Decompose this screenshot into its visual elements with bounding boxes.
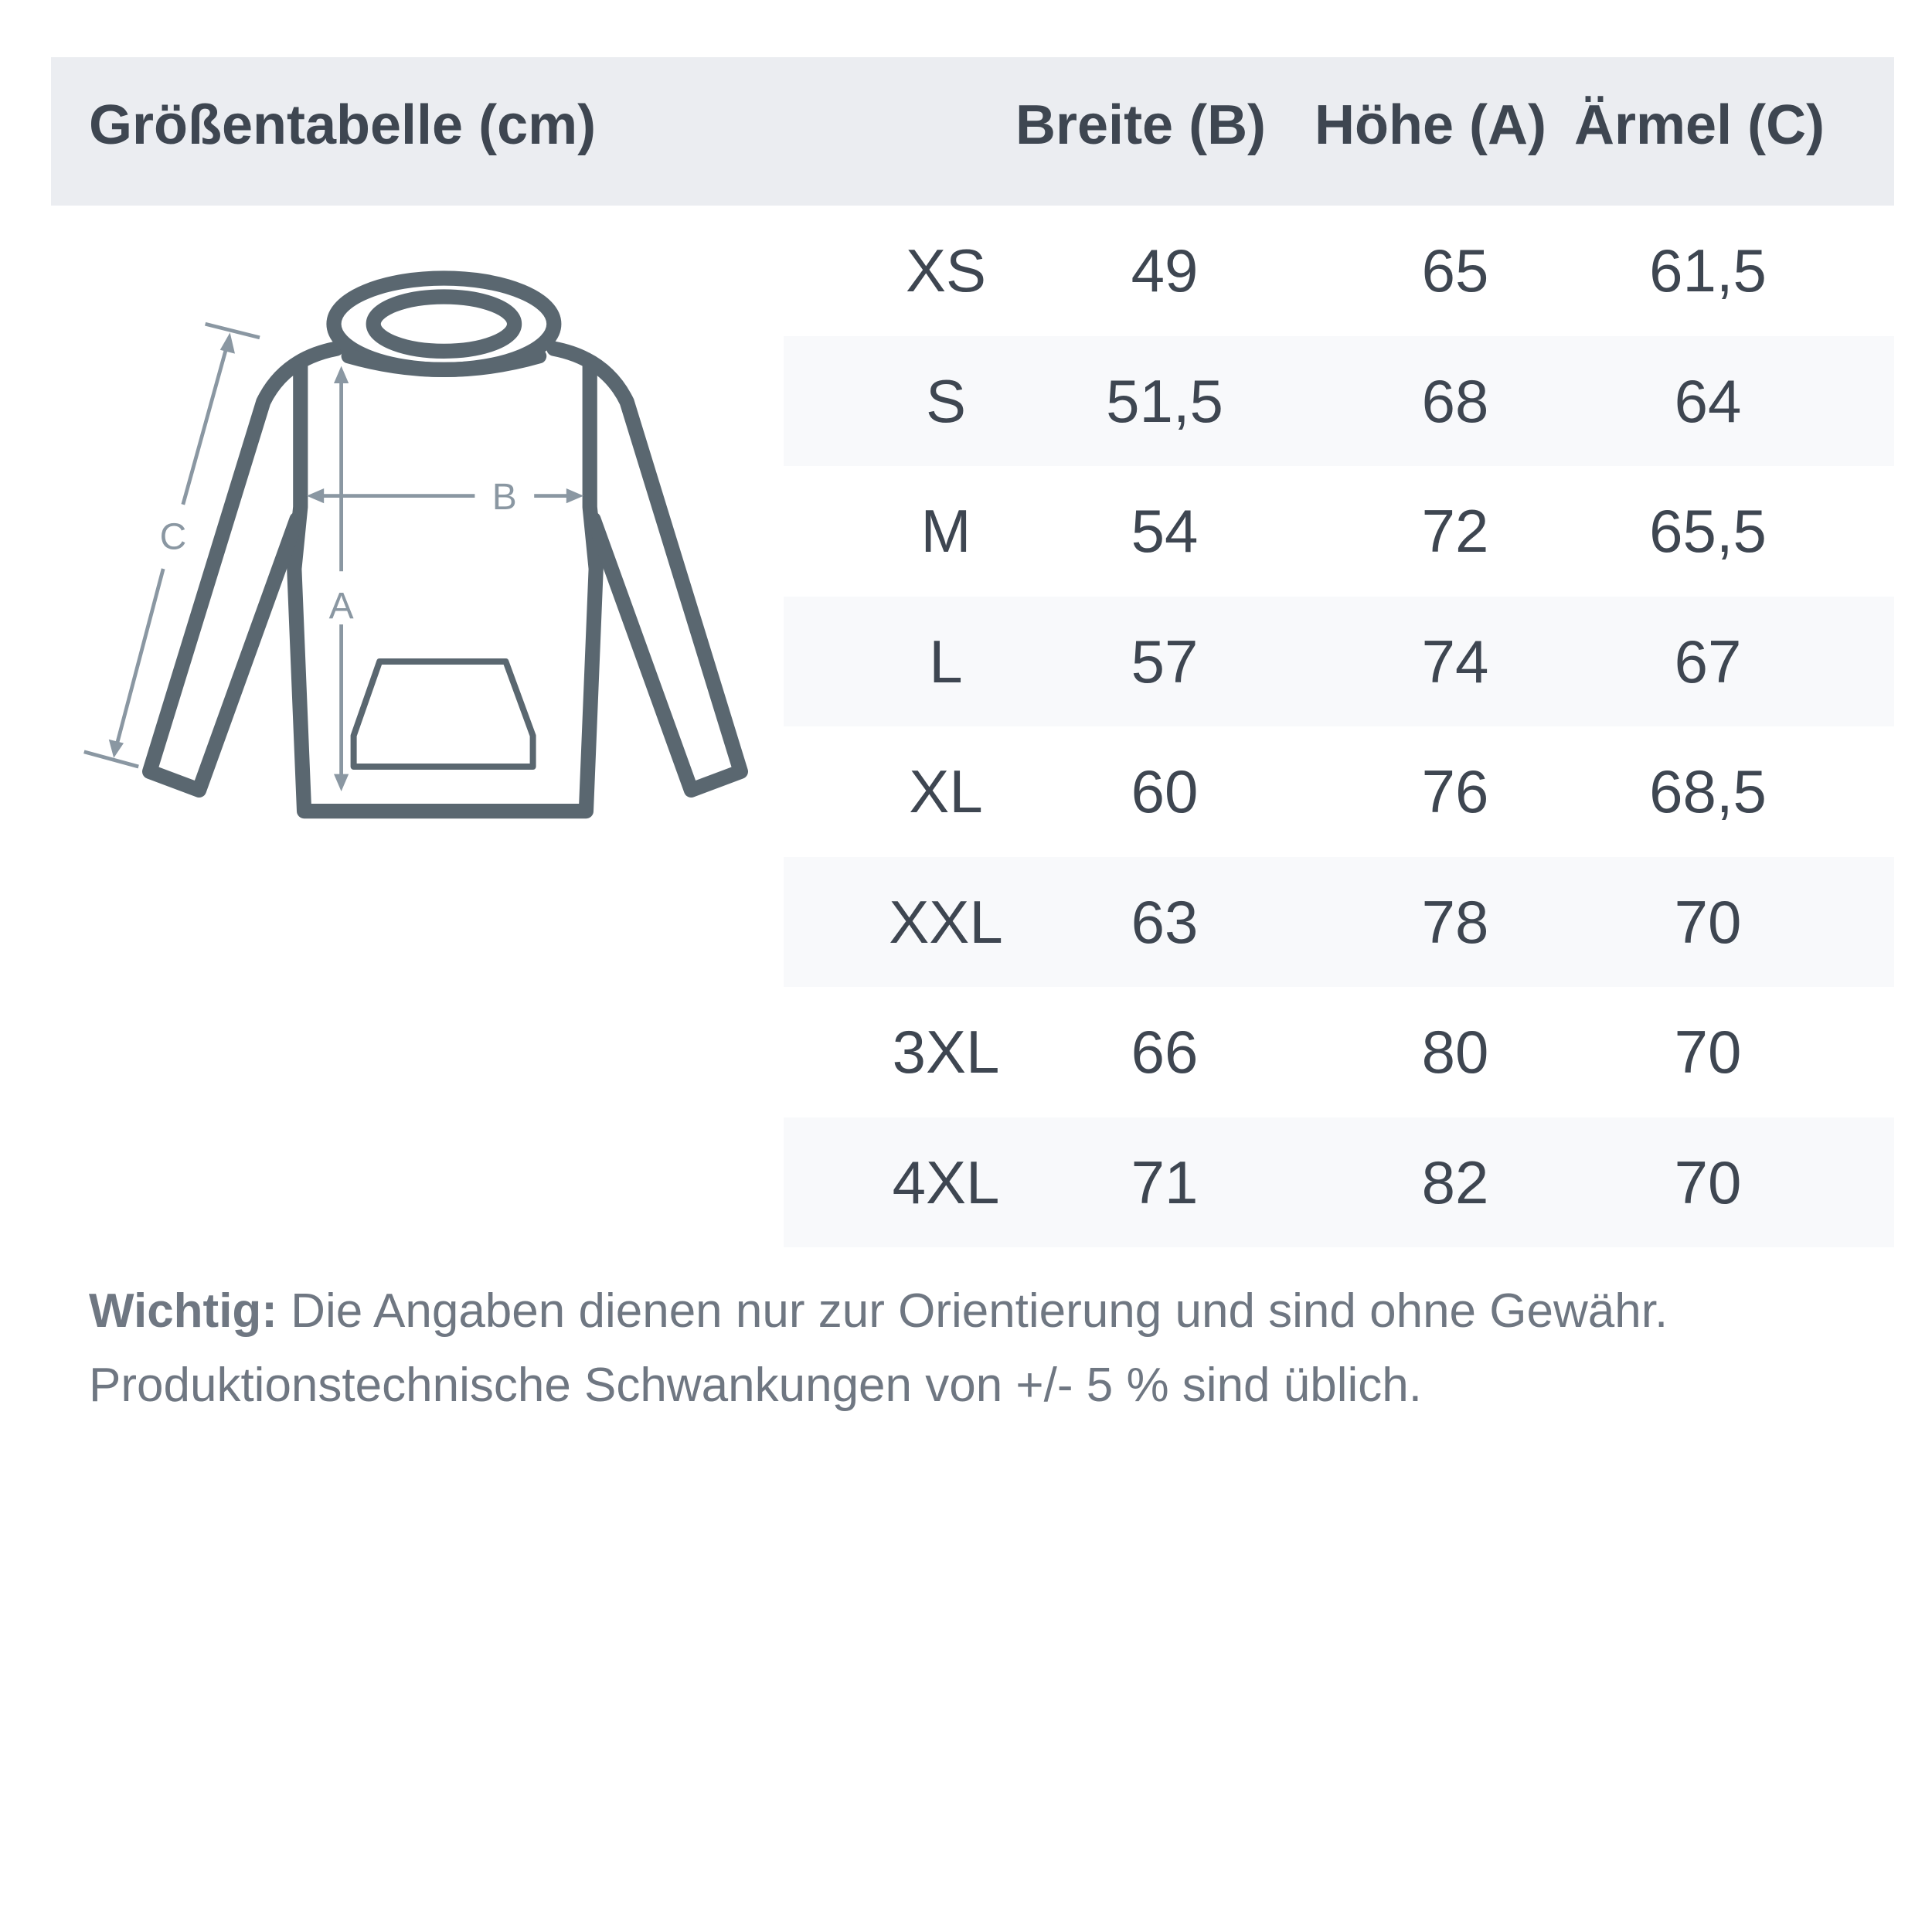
note-text: Die Angaben dienen nur zur Orientierung … <box>277 1284 1668 1338</box>
cell-size: 4XL <box>892 1148 1000 1216</box>
cell-c: 64 <box>1674 366 1742 435</box>
table-row: XS 49 65 61,5 <box>784 206 1894 335</box>
cell-size: 3XL <box>892 1018 1000 1086</box>
table-row: XL 60 76 68,5 <box>784 726 1894 856</box>
cell-size: XS <box>905 236 987 304</box>
measure-arrows <box>83 321 584 791</box>
label-c: C <box>160 516 187 557</box>
cell-b: 49 <box>1131 236 1199 304</box>
cell-b: 63 <box>1131 887 1199 956</box>
cell-a: 78 <box>1421 887 1489 956</box>
cell-c: 68,5 <box>1649 757 1767 825</box>
cell-size: XL <box>909 757 983 825</box>
page-title: Größentabelle (cm) <box>89 94 597 156</box>
cell-a: 80 <box>1421 1018 1489 1086</box>
cell-c: 67 <box>1674 627 1742 696</box>
cell-b: 51,5 <box>1106 366 1223 435</box>
note-line-2: Produktionstechnische Schwankungen von +… <box>89 1359 1422 1412</box>
cell-b: 66 <box>1131 1018 1199 1086</box>
cell-size: XXL <box>889 887 1003 956</box>
cell-c: 70 <box>1674 887 1742 956</box>
table-row: S 51,5 68 64 <box>784 335 1894 466</box>
column-header-breite: Breite (B) <box>1015 94 1267 156</box>
table-row: 4XL 71 82 70 <box>784 1117 1894 1247</box>
pocket <box>350 658 536 770</box>
note-bold: Wichtig: <box>89 1284 277 1338</box>
cell-a: 72 <box>1421 497 1489 565</box>
table-row: XXL 63 78 70 <box>784 856 1894 987</box>
column-header-aermel: Ärmel (C) <box>1574 94 1825 156</box>
cell-a: 68 <box>1421 366 1489 435</box>
column-header-hoehe: Höhe (A) <box>1315 94 1546 156</box>
cell-size: S <box>925 366 967 435</box>
cell-c: 65,5 <box>1649 497 1767 565</box>
note-line-1: Wichtig: Die Angaben dienen nur zur Orie… <box>89 1284 1668 1338</box>
table-row: 3XL 66 80 70 <box>784 987 1894 1117</box>
cell-b: 57 <box>1131 627 1199 696</box>
cell-a: 82 <box>1421 1148 1489 1216</box>
cell-a: 74 <box>1421 627 1489 696</box>
cell-size: M <box>920 497 971 565</box>
label-b: B <box>492 477 517 518</box>
cell-size: L <box>929 627 963 696</box>
label-a: A <box>329 586 354 627</box>
cell-c: 70 <box>1674 1148 1742 1216</box>
table-row: M 54 72 65,5 <box>784 466 1894 596</box>
cell-a: 76 <box>1421 757 1489 825</box>
cell-c: 70 <box>1674 1018 1742 1086</box>
hoodie-diagram: A B C <box>83 270 749 819</box>
cell-b: 71 <box>1131 1148 1199 1216</box>
cell-b: 60 <box>1131 757 1199 825</box>
hoodie-outline <box>142 270 749 819</box>
cell-c: 61,5 <box>1649 236 1767 304</box>
cell-a: 65 <box>1421 236 1489 304</box>
table-header <box>51 57 1894 206</box>
table-row: L 57 74 67 <box>784 596 1894 726</box>
cell-b: 54 <box>1131 497 1199 565</box>
